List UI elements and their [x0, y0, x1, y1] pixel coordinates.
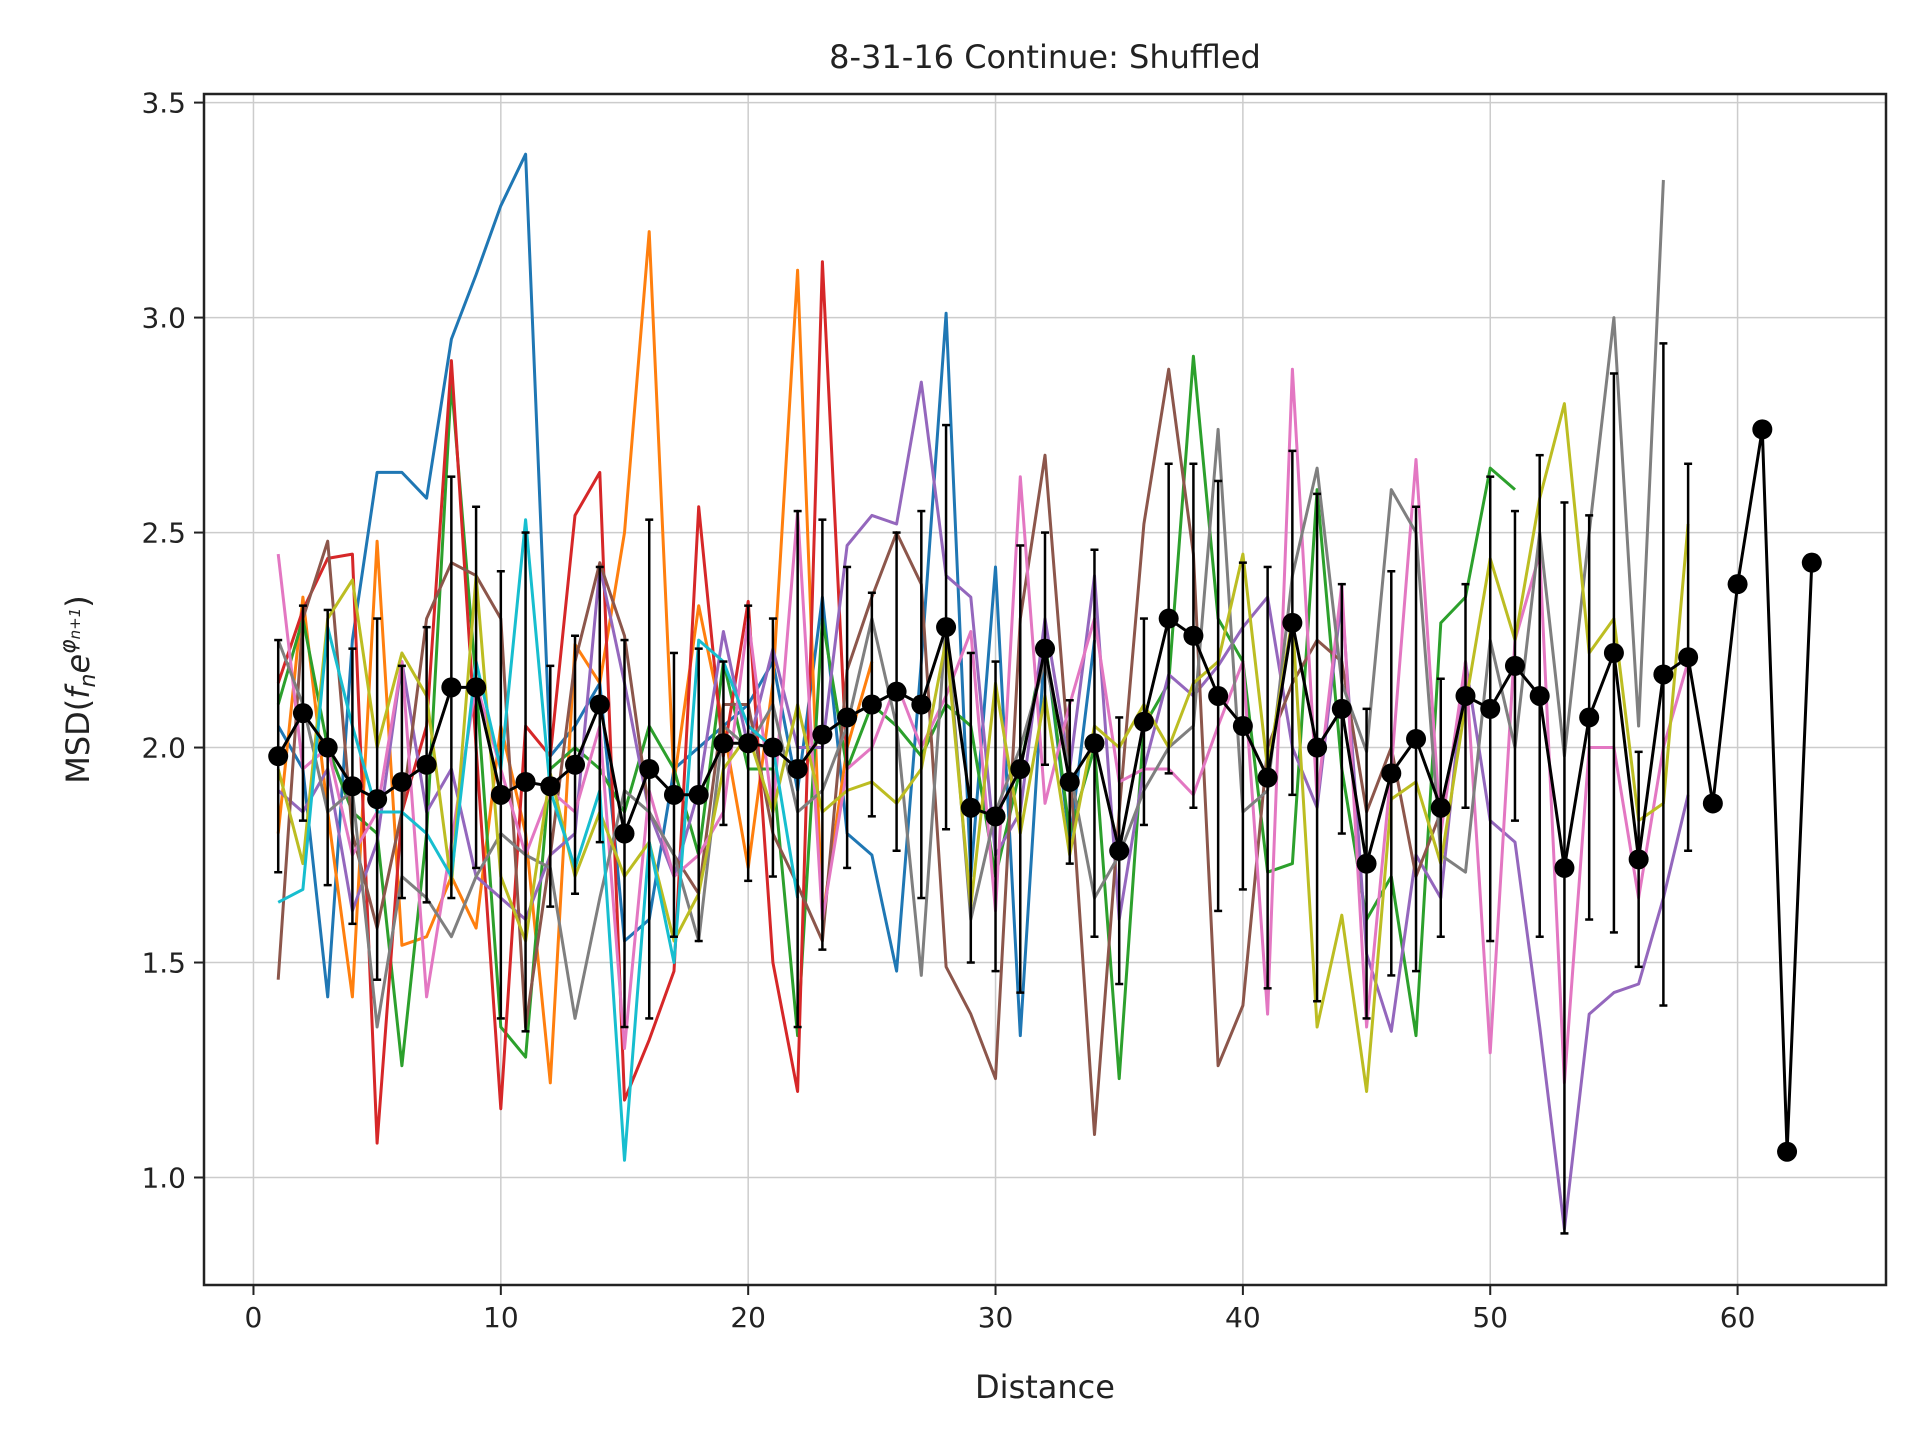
x-tick-label: 60 [1720, 1301, 1756, 1334]
mean-point [1752, 419, 1773, 440]
series-line-10 [277, 518, 800, 1162]
y-axis-title-sub: n+1 [66, 608, 84, 640]
mean-point [861, 694, 882, 715]
mean-point [1554, 857, 1575, 878]
mean-point [1084, 733, 1105, 754]
mean-point [1727, 574, 1748, 595]
mean-point [886, 681, 907, 702]
mean-point [1529, 685, 1550, 706]
y-axis-title-n: n [76, 674, 101, 688]
x-tick-label: 30 [978, 1301, 1014, 1334]
mean-series [268, 342, 1822, 1235]
y-axis-title-e: e [59, 654, 97, 674]
x-axis-ticks: 0 10 20 30 40 50 60 [245, 1285, 1756, 1334]
y-axis-title-phi: φ [56, 639, 81, 654]
mean-point [762, 737, 783, 758]
y-axis-title-prefix: MSD( [59, 699, 97, 784]
mean-point [1059, 771, 1080, 792]
mean-point [1628, 849, 1649, 870]
mean-point [1678, 647, 1699, 668]
y-tick-label: 2.0 [141, 732, 186, 765]
x-tick-label: 50 [1472, 1301, 1508, 1334]
mean-point [391, 771, 412, 792]
y-tick-label: 1.0 [141, 1162, 186, 1195]
mean-point [292, 703, 313, 724]
mean-point [1504, 655, 1525, 676]
mean-point [688, 784, 709, 805]
mean-point [1035, 638, 1055, 659]
mean-point [1208, 685, 1229, 706]
series-line-6 [276, 367, 1443, 1136]
mean-point [936, 617, 957, 638]
mean-point [1455, 685, 1476, 706]
chart-title: 8-31-16 Continue: Shuffled [829, 38, 1261, 76]
mean-point [1331, 698, 1352, 719]
mean-point [639, 759, 660, 780]
mean-point [1158, 608, 1179, 629]
plot-frame [202, 92, 1888, 1287]
mean-point [515, 771, 536, 792]
y-tick-label: 2.5 [141, 517, 186, 550]
mean-point [466, 677, 487, 698]
mean-point [1801, 552, 1822, 573]
y-tick-label: 3.0 [141, 302, 186, 335]
mean-point [441, 677, 462, 698]
mean-point [1430, 797, 1451, 818]
mean-point [614, 823, 635, 844]
mean-point [1653, 664, 1674, 685]
mean-point [540, 776, 561, 797]
y-tick-label: 3.5 [141, 87, 186, 120]
mean-point [787, 759, 808, 780]
mean-point [1282, 612, 1303, 633]
mean-point [713, 733, 734, 754]
mean-point [416, 754, 437, 775]
mean-point [1702, 793, 1723, 814]
mean-point [1232, 716, 1253, 737]
mean-point [985, 806, 1006, 827]
y-tick-label: 1.5 [141, 947, 186, 980]
mean-point [1603, 642, 1624, 663]
mean-point [1777, 1141, 1798, 1162]
mean-point [812, 724, 833, 745]
mean-point [367, 789, 388, 810]
mean-point [1381, 763, 1402, 784]
mean-point [589, 694, 610, 715]
mean-point [1356, 853, 1377, 874]
mean-point [1183, 625, 1204, 646]
x-tick-label: 0 [245, 1301, 263, 1334]
mean-point [1307, 737, 1328, 758]
y-axis-title: MSD(fneφn+1) [56, 595, 101, 784]
mean-point [738, 733, 759, 754]
mean-point [837, 707, 858, 728]
x-tick-label: 10 [483, 1301, 519, 1334]
x-tick-label: 20 [730, 1301, 766, 1334]
mean-point [1109, 840, 1130, 861]
mean-point [268, 746, 289, 767]
mean-point [1406, 728, 1427, 749]
series-line-9 [276, 402, 1690, 1093]
mean-point [1133, 711, 1154, 732]
y-axis-title-suffix: ) [59, 595, 97, 607]
mean-point [317, 737, 338, 758]
y-axis-ticks: 1.0 1.5 2.0 2.5 3.0 3.5 [141, 87, 204, 1195]
mean-point [1257, 767, 1278, 788]
mean-point [960, 797, 981, 818]
x-tick-label: 40 [1225, 1301, 1261, 1334]
mean-point [342, 776, 363, 797]
mean-point [663, 784, 684, 805]
mean-point [1480, 698, 1501, 719]
mean-point [1010, 759, 1031, 780]
x-axis-title: Distance [975, 1368, 1115, 1406]
mean-point [1579, 707, 1600, 728]
mean-point [565, 754, 586, 775]
mean-point [911, 694, 932, 715]
mean-point [490, 784, 511, 805]
